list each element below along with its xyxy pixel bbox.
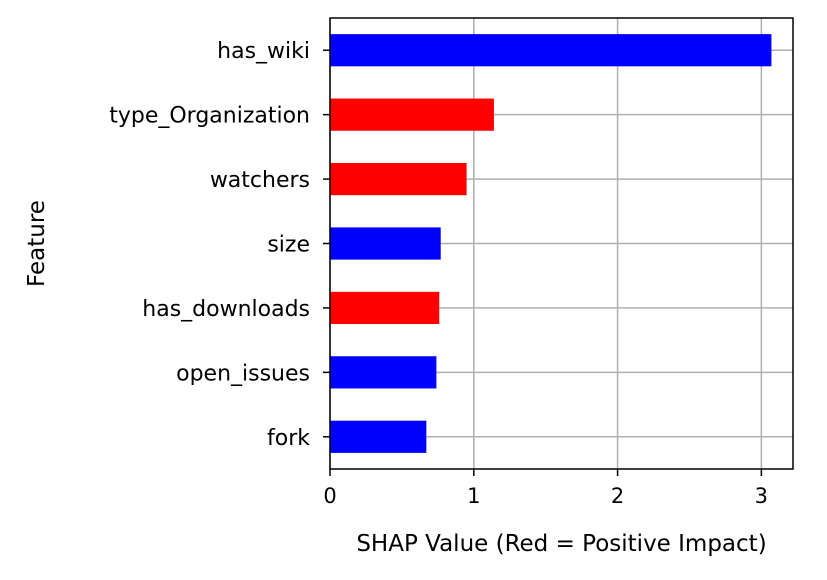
y-tick-label: has_downloads bbox=[142, 297, 310, 322]
x-tick-label: 3 bbox=[755, 484, 768, 508]
bar-fork bbox=[330, 420, 427, 453]
y-tick-label: size bbox=[267, 233, 310, 258]
y-tick-label: type_Organization bbox=[109, 104, 310, 129]
y-tick-label: fork bbox=[267, 426, 310, 451]
bar-has-downloads bbox=[330, 291, 440, 325]
bar-size bbox=[330, 227, 441, 260]
bar-open-issues bbox=[330, 356, 437, 389]
bar-layer bbox=[330, 34, 772, 453]
x-tick-label: 2 bbox=[611, 484, 624, 508]
x-tick-label: 0 bbox=[323, 484, 336, 508]
y-axis-label: Feature bbox=[24, 200, 50, 287]
y-tick-label: watchers bbox=[210, 168, 310, 193]
x-axis-label: SHAP Value (Red = Positive Impact) bbox=[356, 531, 766, 557]
tick-layer: 0 1 2 3 has_wiki type_Organization watchers siz… bbox=[109, 39, 768, 508]
y-tick-label: open_issues bbox=[176, 361, 310, 386]
x-tick-label: 1 bbox=[467, 484, 480, 508]
bar-has-wiki bbox=[330, 34, 772, 67]
bar-watchers bbox=[330, 162, 467, 196]
y-tick-label: has_wiki bbox=[217, 39, 310, 64]
bar-type-organization bbox=[330, 98, 494, 131]
